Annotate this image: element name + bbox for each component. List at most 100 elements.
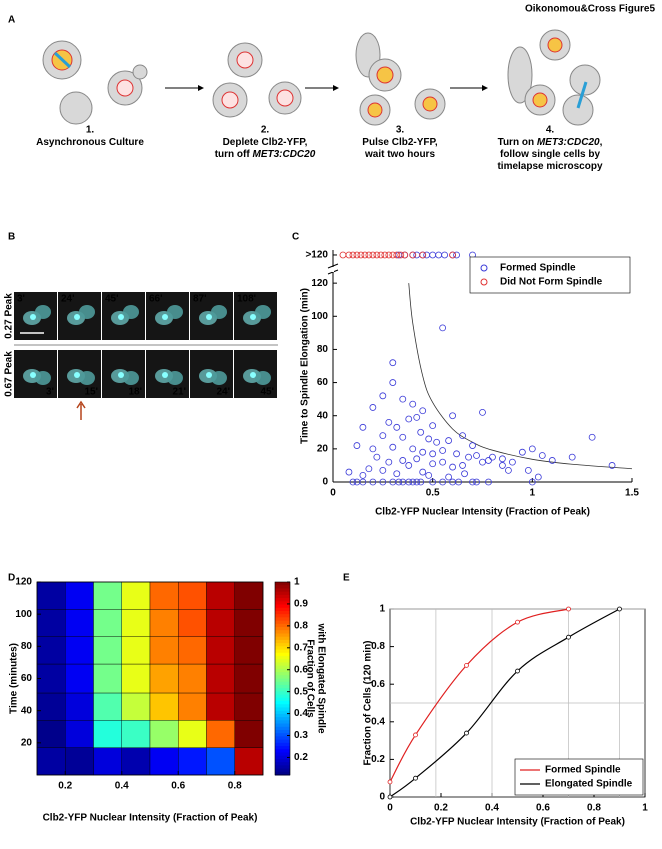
colorbar-tick-label: 0.2 (294, 752, 308, 763)
scatter-point (419, 251, 427, 259)
colorbar-strip (275, 675, 290, 679)
legend-swatch (480, 264, 488, 272)
scatter-point (509, 458, 516, 466)
step-number: 2. (261, 125, 270, 136)
cell-image (167, 305, 183, 319)
scatter-point (353, 251, 361, 259)
x-axis-label: Clb2-YFP Nuclear Intensity (Fraction of … (375, 507, 590, 518)
nucleus-image (162, 314, 168, 320)
heatmap-cell (93, 581, 122, 610)
colorbar-strip (275, 652, 290, 657)
cell-image (255, 305, 271, 319)
nucleus (116, 79, 134, 97)
fit-curve (408, 283, 633, 470)
colorbar-strip (275, 585, 290, 589)
legend-swatch (480, 278, 488, 286)
scatter-point (361, 251, 369, 259)
heatmap-cell (234, 720, 264, 748)
panel-label: D (8, 573, 15, 584)
scatter-point (359, 423, 367, 431)
colorbar-strip (275, 710, 290, 715)
x-tick-label: 0.8 (587, 803, 601, 814)
heatmap-cell (149, 636, 179, 665)
scatter-point (339, 251, 347, 259)
scatter-point (441, 251, 449, 259)
panel-label: C (292, 232, 299, 243)
x-tick-label: 1 (642, 803, 648, 814)
nucleus (547, 37, 563, 53)
scatter-point (379, 392, 387, 400)
scatter-point (485, 457, 492, 464)
colorbar-strip (275, 607, 290, 612)
data-point (464, 663, 469, 668)
heatmap-cell (178, 720, 207, 748)
nucleus (532, 92, 548, 108)
scatter-point (399, 457, 407, 464)
heatmap-cell (93, 692, 122, 721)
colorbar-strip (275, 610, 290, 615)
scatter-point (405, 478, 413, 486)
scatter-point (393, 251, 401, 259)
colorbar-strip (275, 768, 290, 773)
time-label: 21' (172, 387, 186, 398)
heatmap-cell (36, 581, 66, 610)
colorbar-strip (275, 646, 290, 651)
heatmap-cell (121, 720, 151, 748)
cell (59, 91, 93, 125)
nucleus-image (250, 314, 256, 320)
scatter-point (538, 452, 546, 459)
scatter-point (459, 432, 466, 440)
nucleus-image (118, 314, 124, 320)
cell-image (211, 371, 227, 385)
heatmap-cell (178, 636, 207, 665)
scatter-point (479, 458, 486, 466)
nucleus-image (206, 314, 212, 320)
nucleus (276, 89, 294, 107)
nucleus-image (250, 372, 256, 378)
scatter-point (449, 251, 457, 259)
colorbar-strip (275, 649, 290, 654)
heatmap-cell (121, 692, 151, 721)
colorbar-strip (275, 713, 290, 718)
nucleus-image (162, 372, 168, 378)
scatter-point (429, 422, 437, 430)
heatmap-cell (234, 581, 264, 610)
step-text: follow single cells by (500, 149, 600, 160)
scatter-point (369, 251, 377, 259)
y-tick-label: 20 (317, 443, 329, 454)
heatmap-cell (234, 692, 264, 721)
scatter-point (369, 478, 377, 486)
heatmap-cell (234, 663, 264, 694)
nucleus (367, 102, 383, 118)
panel-a-illustration (42, 29, 601, 126)
scatter-point (528, 478, 536, 486)
nucleus-image (74, 372, 80, 378)
scatter-point (449, 463, 457, 471)
nucleus (236, 51, 254, 69)
arrow (76, 400, 86, 420)
colorbar-strip (275, 729, 290, 734)
heatmap-cell (149, 581, 179, 610)
colorbar-strip (275, 617, 290, 622)
scatter-point (518, 448, 526, 456)
colorbar-strip (275, 614, 290, 618)
colorbar-strip (275, 639, 290, 644)
y-tick-label: 0.6 (371, 679, 385, 690)
scatter-point (353, 442, 361, 449)
colorbar-strip (275, 633, 290, 638)
heatmap-cell (121, 747, 151, 776)
colorbar-strip (275, 691, 290, 696)
time-label: 108' (237, 294, 256, 305)
scatter-point (395, 478, 403, 486)
colorbar-tick-label: 0.7 (294, 642, 308, 653)
colorbar-tick-label: 0.3 (294, 730, 308, 741)
scatter-point (499, 455, 506, 463)
step-text-part: timelapse microscopy (497, 161, 602, 172)
step-text-part: wait two hours (364, 149, 435, 160)
x-tick-label: 0.2 (434, 803, 448, 814)
scatter-point (379, 432, 387, 440)
y-tick-label: 20 (21, 737, 33, 748)
x-tick-label: 0 (387, 803, 393, 814)
y-tick-label: 40 (317, 410, 329, 421)
